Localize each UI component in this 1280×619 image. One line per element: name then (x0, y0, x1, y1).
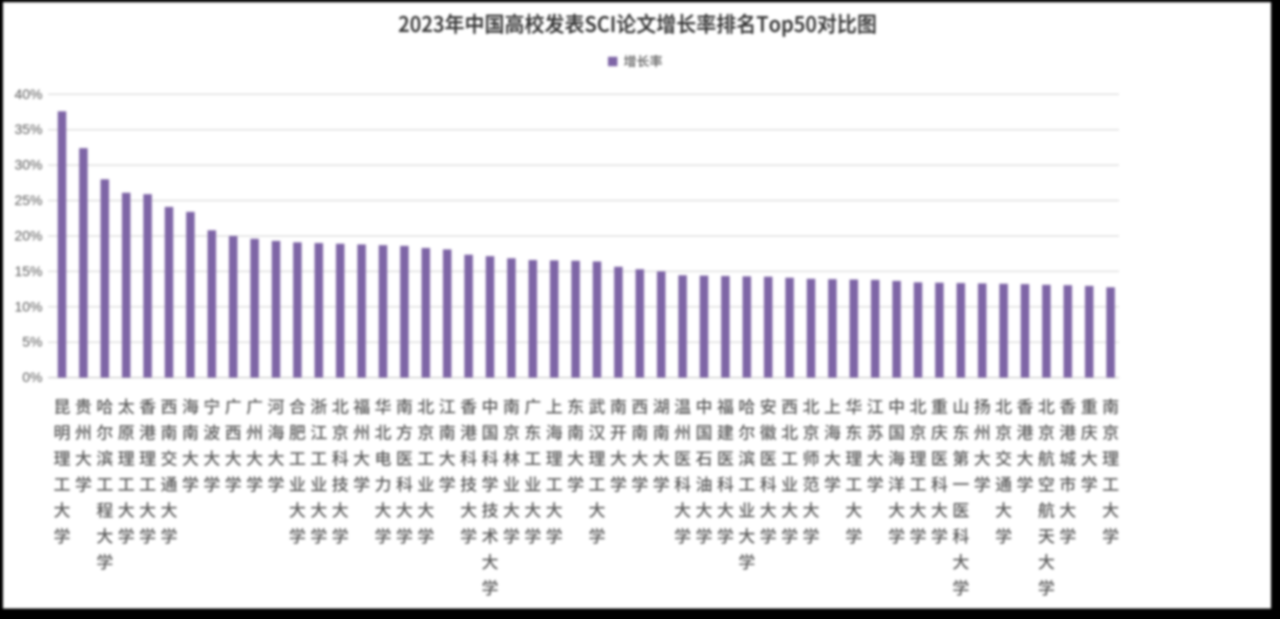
svg-text:35%: 35% (14, 121, 42, 137)
svg-text:0%: 0% (22, 369, 42, 385)
svg-text:25%: 25% (14, 192, 42, 208)
svg-text:20%: 20% (14, 228, 42, 244)
svg-text:15%: 15% (14, 263, 42, 279)
svg-text:30%: 30% (14, 157, 42, 173)
svg-text:10%: 10% (14, 298, 42, 314)
svg-text:40%: 40% (14, 86, 42, 102)
svg-text:5%: 5% (22, 334, 42, 350)
